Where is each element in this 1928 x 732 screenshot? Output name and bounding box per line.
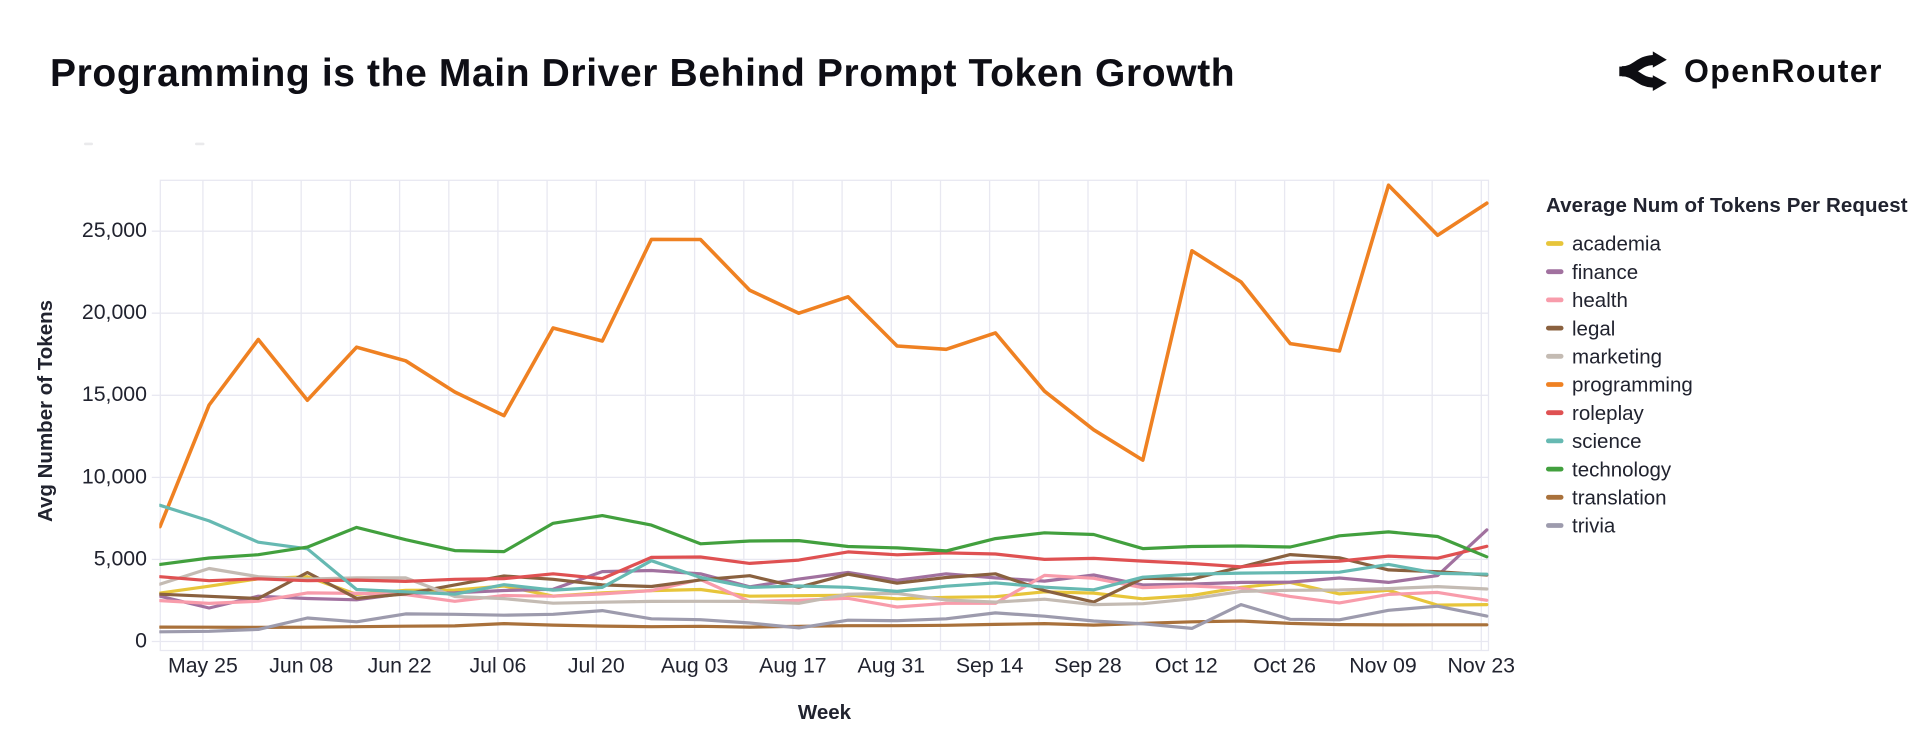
svg-text:programming: programming [1572, 374, 1693, 397]
svg-text:Nov 09: Nov 09 [1349, 653, 1416, 677]
svg-text:May 25: May 25 [168, 653, 238, 677]
svg-text:Oct 12: Oct 12 [1155, 653, 1218, 677]
svg-text:Sep 28: Sep 28 [1054, 653, 1122, 677]
svg-text:5,000: 5,000 [94, 546, 147, 570]
svg-text:marketing: marketing [1572, 346, 1662, 369]
svg-text:Sep 14: Sep 14 [956, 653, 1024, 677]
svg-text:translation: translation [1572, 487, 1667, 510]
svg-text:0: 0 [135, 628, 147, 652]
svg-text:OpenRouter: OpenRouter [1684, 53, 1883, 89]
svg-text:Nov 23: Nov 23 [1448, 653, 1515, 677]
svg-text:Average Num of Tokens Per Requ: Average Num of Tokens Per Request [1546, 194, 1908, 217]
svg-text:Oct 26: Oct 26 [1253, 653, 1316, 677]
svg-text:Jun 08: Jun 08 [269, 653, 333, 677]
svg-text:academia: academia [1572, 233, 1661, 256]
svg-text:Aug 17: Aug 17 [759, 653, 827, 677]
svg-text:technology: technology [1572, 458, 1672, 481]
svg-text:Jun 22: Jun 22 [368, 653, 432, 677]
svg-text:Jul 06: Jul 06 [469, 653, 526, 677]
svg-text:Week: Week [798, 701, 852, 724]
svg-text:Aug 31: Aug 31 [858, 653, 926, 677]
svg-text:health: health [1572, 289, 1628, 312]
svg-text:Aug 03: Aug 03 [661, 653, 729, 677]
svg-text:trivia: trivia [1572, 515, 1616, 538]
svg-text:20,000: 20,000 [82, 300, 147, 324]
svg-text:Jul 20: Jul 20 [568, 653, 625, 677]
svg-text:10,000: 10,000 [82, 464, 147, 488]
svg-text:roleplay: roleplay [1572, 402, 1645, 425]
svg-text:Avg Number of Tokens: Avg Number of Tokens [34, 300, 57, 522]
svg-text:legal: legal [1572, 317, 1615, 340]
svg-text:Programming is the Main Driver: Programming is the Main Driver Behind Pr… [50, 52, 1235, 95]
svg-text:finance: finance [1572, 261, 1638, 284]
svg-text:15,000: 15,000 [82, 382, 147, 406]
svg-text:science: science [1572, 430, 1642, 453]
svg-text:25,000: 25,000 [82, 218, 147, 242]
